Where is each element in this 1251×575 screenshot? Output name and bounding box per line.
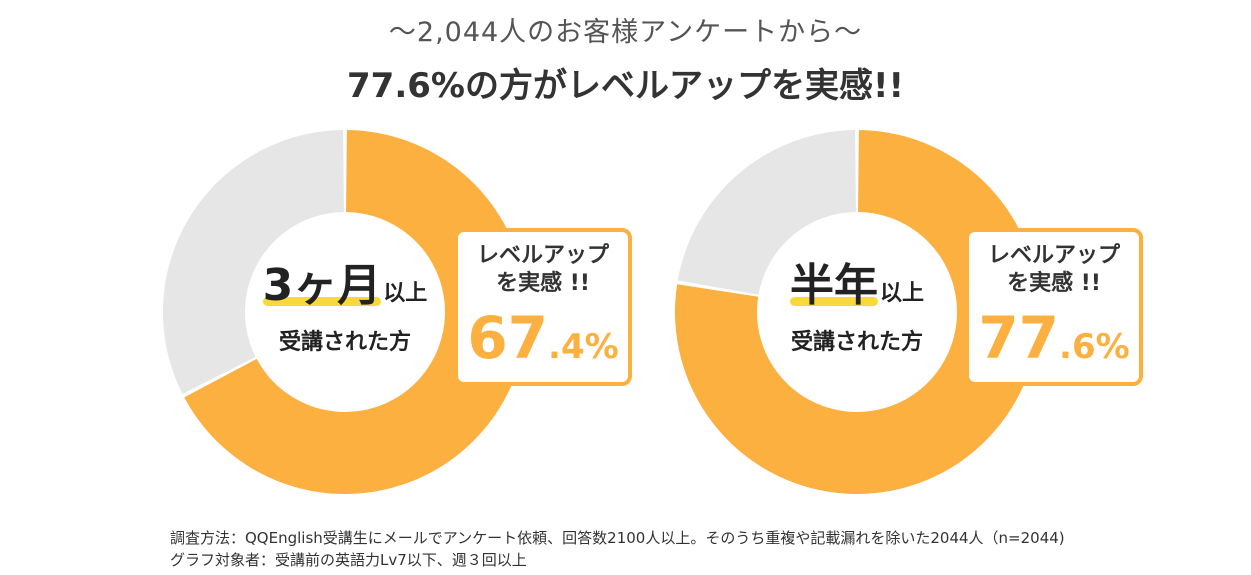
chart-2-percentage-dec: .6% — [1059, 327, 1130, 367]
page-title: 77.6%の方がレベルアップを実感!! — [347, 66, 904, 106]
chart-2-center-label: 半年以上 受講された方 — [757, 262, 957, 356]
chart-1-percentage: 67.4% — [458, 304, 628, 372]
footnote-target: グラフ対象者：受講前の英語力Lv7以下、週３回以上 — [170, 551, 527, 569]
chart-1-center-suffix: 以上 — [383, 281, 428, 306]
chart-1-slice-levelup — [184, 130, 528, 495]
chart-1-callout-line2: を実感 !! — [496, 271, 590, 296]
chart-1-percentage-dec: .4% — [548, 327, 619, 367]
chart-1-center-main: 3ヶ月 — [262, 260, 382, 311]
chart-1-callout: レベルアップ を実感 !! 67.4% — [454, 228, 632, 386]
survey-subtitle: 〜2,044人のお客様アンケートから〜 — [388, 17, 863, 48]
chart-1-highlight — [262, 297, 382, 306]
chart-1-percentage-int: 67 — [467, 304, 549, 372]
chart-1-slice-other — [162, 130, 344, 394]
chart-1-center-line2: 受講された方 — [278, 330, 411, 355]
chart-2-slice-levelup — [675, 130, 1039, 495]
chart-1-callout-line1: レベルアップ — [476, 243, 609, 268]
chart-2-center-line2: 受講された方 — [790, 330, 923, 355]
chart-2-center-main: 半年 — [789, 260, 878, 311]
chart-2-percentage-int: 77 — [978, 304, 1060, 372]
chart-2-callout-line1: レベルアップ — [987, 243, 1120, 268]
chart-2-percentage: 77.6% — [969, 304, 1139, 372]
chart-2-slice-other — [677, 130, 856, 295]
chart-2-callout-line2: を実感 !! — [1007, 271, 1101, 296]
footnote-method: 調査方法：QQEnglish受講生にメールでアンケート依頼、回答数2100人以上… — [170, 529, 1065, 547]
chart-2-highlight — [789, 297, 878, 306]
chart-2-callout: レベルアップ を実感 !! 77.6% — [965, 228, 1143, 386]
chart-1-center-label: 3ヶ月以上 受講された方 — [245, 262, 445, 356]
chart-2-center-suffix: 以上 — [879, 281, 924, 306]
